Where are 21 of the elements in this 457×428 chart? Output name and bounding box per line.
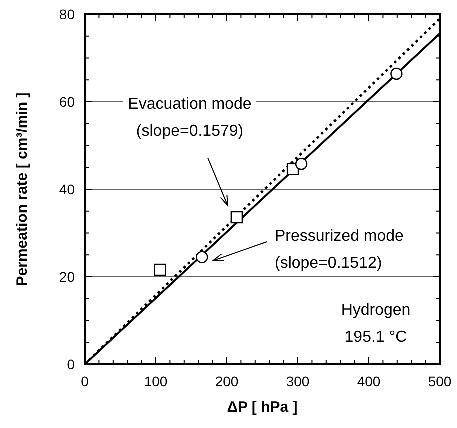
- x-tick-label: 200: [215, 374, 239, 390]
- annotation: Evacuation mode (slope=0.1579): [128, 96, 252, 140]
- y-tick-label: 40: [59, 182, 76, 198]
- annotation: Pressurized mode (slope=0.1512): [275, 228, 404, 272]
- y-tick-label: 80: [59, 6, 76, 22]
- point: [230, 211, 244, 224]
- x-tick-label: 100: [144, 374, 168, 390]
- point: [295, 158, 308, 170]
- point: [390, 68, 403, 80]
- x-tick-label: 400: [357, 374, 381, 390]
- point: [154, 264, 166, 276]
- y-tick-label: 60: [59, 94, 76, 110]
- x-tick-label: 300: [286, 374, 310, 390]
- y-axis-title: Permeation rate [ cm³/min ]: [14, 92, 31, 286]
- point: [196, 251, 208, 264]
- annotation: Hydrogen 195.1 °C: [341, 302, 411, 346]
- y-tick-label: 20: [59, 269, 76, 285]
- y-tick-label: 0: [67, 356, 76, 372]
- x-tick-label: 0: [81, 374, 90, 390]
- x-axis-title: ΔP [ hPa ]: [227, 399, 298, 416]
- x-tick-label: 500: [428, 374, 452, 390]
